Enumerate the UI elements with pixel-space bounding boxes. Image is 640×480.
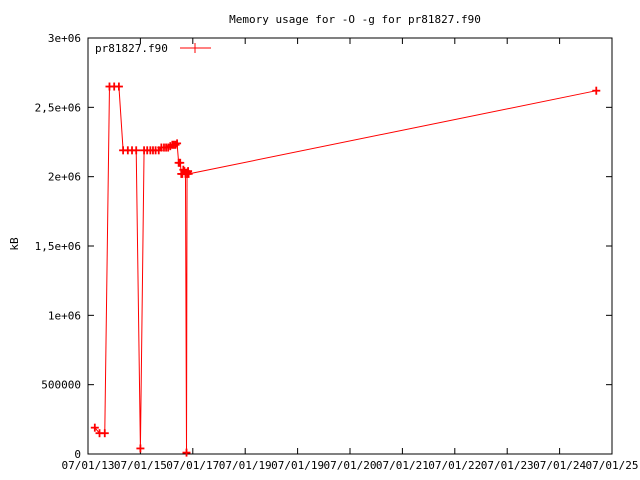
y-tick-label: 0: [74, 448, 81, 461]
y-tick-label: 500000: [41, 379, 81, 392]
legend: pr81827.f90: [95, 42, 211, 55]
data-point: [182, 448, 191, 457]
plot-border: [87, 37, 613, 455]
data-point: [136, 444, 145, 453]
series-layer: [90, 82, 601, 457]
data-point: [90, 423, 99, 432]
y-tick-label: 1,5e+06: [35, 240, 81, 253]
data-point: [114, 82, 123, 91]
x-tick-label: 07/01/19: [219, 459, 272, 472]
y-axis-label: kB: [8, 237, 21, 251]
x-tick-label: 07/01/17: [166, 459, 219, 472]
x-tick-label: 07/01/15: [114, 459, 167, 472]
series-line: [94, 86, 597, 453]
data-point: [179, 165, 188, 174]
x-tick-label: 07/01/25: [586, 459, 639, 472]
legend-label: pr81827.f90: [95, 42, 168, 55]
data-point: [176, 158, 185, 167]
x-tick-label: 07/01/20: [324, 459, 377, 472]
data-point: [132, 146, 141, 155]
y-tick-label: 2e+06: [48, 171, 81, 184]
y-tick-label: 3e+06: [48, 32, 81, 45]
data-point: [184, 169, 193, 178]
data-point: [100, 429, 109, 438]
y-tick-label: 2,5e+06: [35, 101, 81, 114]
x-tick-label: 07/01/23: [481, 459, 534, 472]
x-tick-label: 07/01/19: [271, 459, 324, 472]
data-point: [171, 140, 180, 149]
x-tick-label: 07/01/13: [62, 459, 115, 472]
x-tick-label: 07/01/22: [428, 459, 481, 472]
data-point: [173, 139, 182, 148]
chart-title: Memory usage for -O -g for pr81827.f90: [229, 13, 481, 26]
axes-layer: 0 500000 1e+06 1,5e+06 2e+06 2,5e+06 3e+06 07/0…: [35, 32, 639, 472]
x-tick-label: 07/01/21: [376, 459, 429, 472]
data-point: [592, 86, 601, 95]
x-tick-label: 07/01/24: [533, 459, 586, 472]
y-tick-label: 1e+06: [48, 309, 81, 322]
